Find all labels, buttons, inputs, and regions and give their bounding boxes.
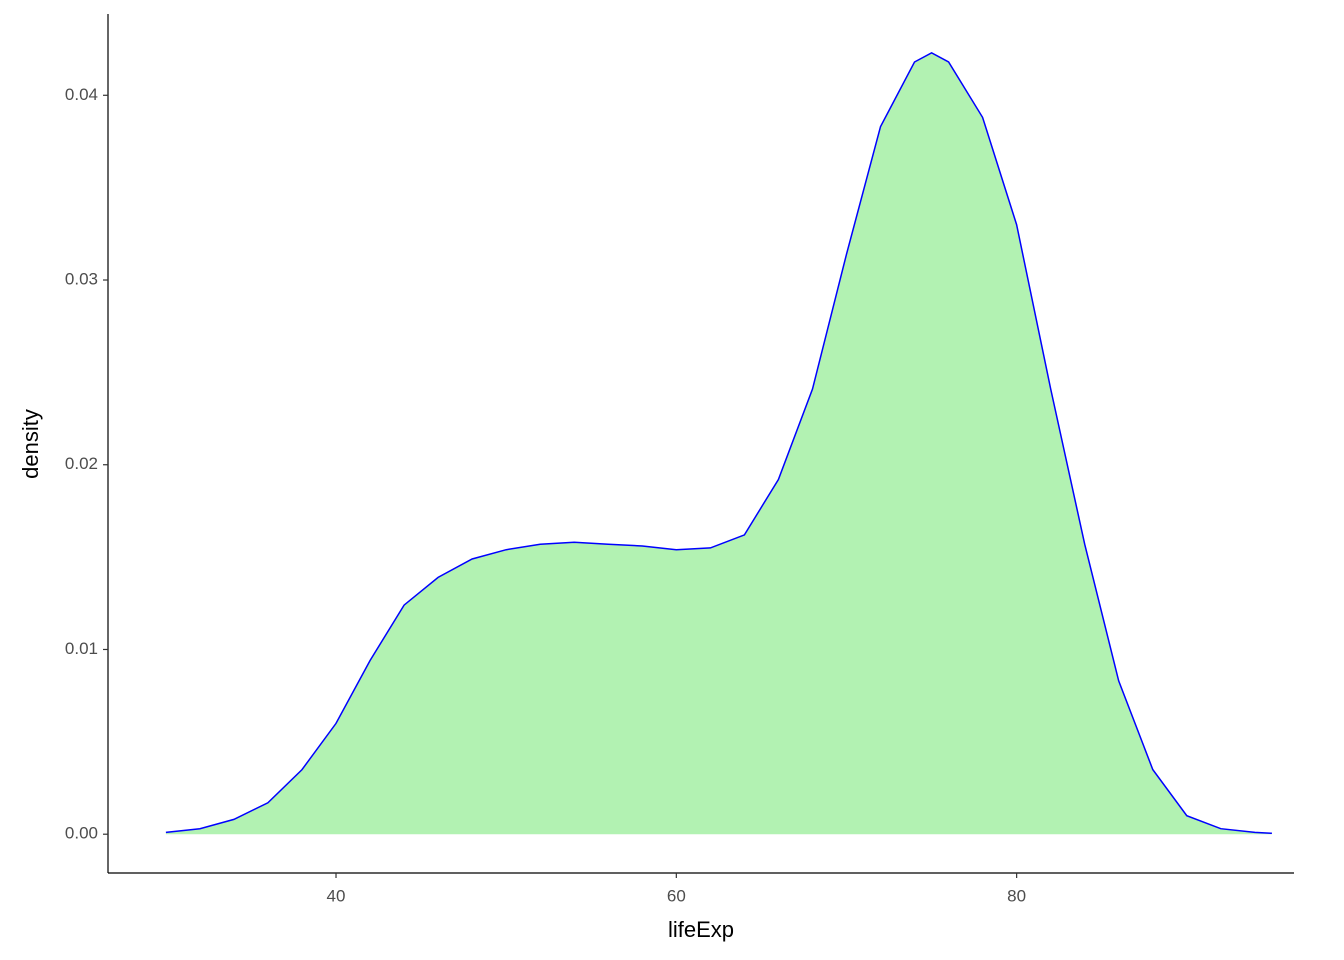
y-tick-label: 0.01 bbox=[65, 639, 98, 658]
density-fill bbox=[165, 52, 1272, 835]
density-line bbox=[165, 51, 1272, 835]
x-tick-label: 80 bbox=[1007, 886, 1026, 905]
y-tick-label: 0.03 bbox=[65, 269, 98, 288]
y-axis-title: density bbox=[18, 409, 43, 479]
y-tick-label: 0.02 bbox=[65, 454, 98, 473]
x-axis-title: lifeExp bbox=[668, 917, 734, 942]
x-tick-label: 40 bbox=[327, 886, 346, 905]
y-tick-label: 0.00 bbox=[65, 824, 98, 843]
y-tick-label: 0.04 bbox=[65, 85, 98, 104]
x-tick-label: 60 bbox=[667, 886, 686, 905]
